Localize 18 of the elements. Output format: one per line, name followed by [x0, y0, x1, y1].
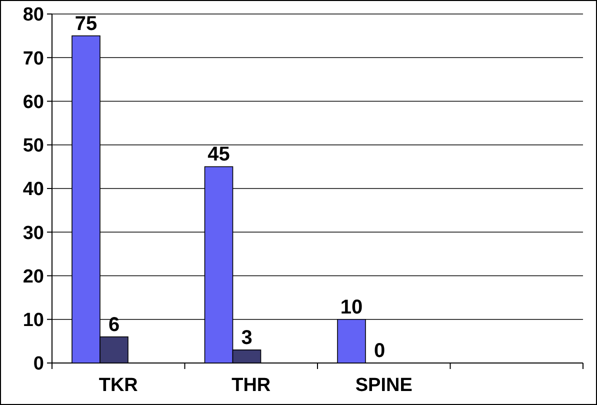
y-tick-label: 0 — [33, 354, 44, 375]
y-tick-label: 20 — [22, 266, 44, 288]
data-label: 0 — [374, 340, 386, 362]
y-tick-label: 30 — [22, 222, 44, 244]
x-tick-label: THR — [232, 375, 271, 396]
y-tick-label: 80 — [22, 4, 44, 26]
x-tick-label: SPINE — [355, 375, 412, 396]
x-tick-label: TKR — [98, 375, 138, 396]
y-tick-label: 40 — [22, 179, 44, 200]
y-tick-label: 70 — [22, 48, 44, 70]
y-tick-label: 10 — [22, 310, 44, 332]
data-label: 75 — [74, 12, 98, 35]
data-label: 3 — [241, 326, 252, 349]
data-label: 6 — [108, 314, 120, 336]
y-tick-label: 60 — [22, 92, 44, 113]
y-tick-label: 50 — [22, 136, 44, 157]
data-label: 45 — [208, 144, 230, 166]
data-label: 10 — [340, 296, 363, 318]
